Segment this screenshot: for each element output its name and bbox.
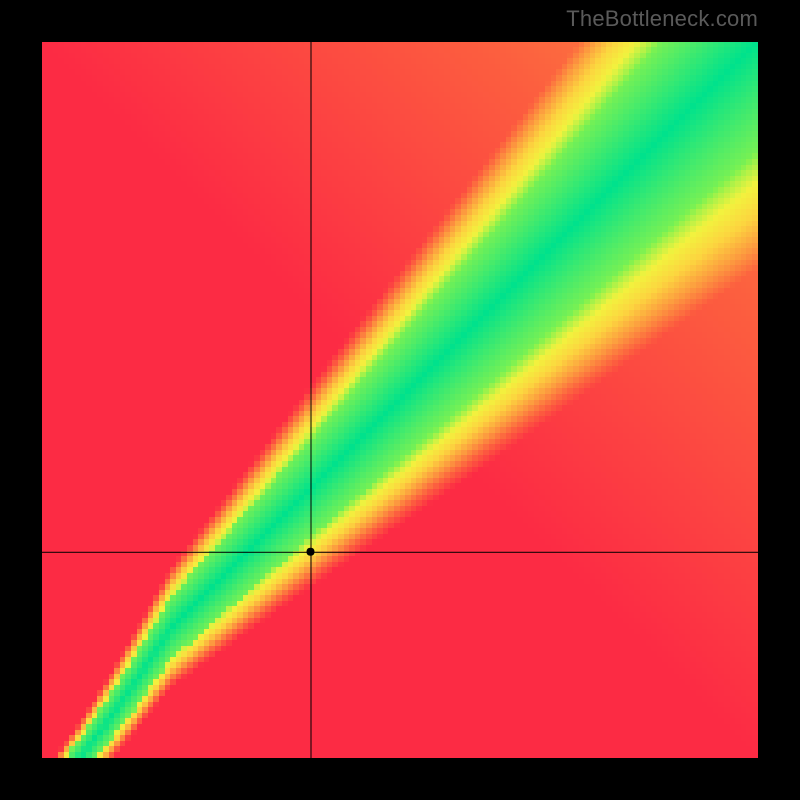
watermark-text: TheBottleneck.com: [566, 6, 758, 32]
chart-container: TheBottleneck.com: [0, 0, 800, 800]
heatmap-canvas: [42, 42, 758, 758]
